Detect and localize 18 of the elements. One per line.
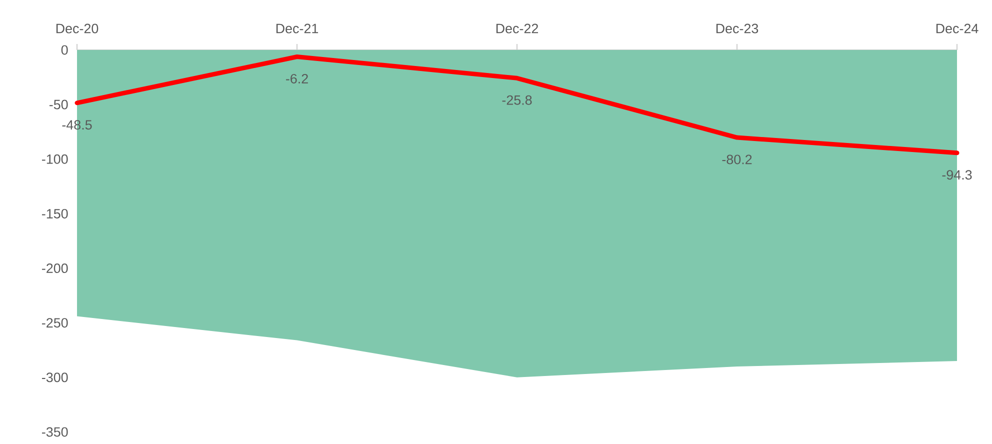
x-tick-label: Dec-24: [936, 24, 978, 34]
x-tick-label: Dec-20: [56, 24, 98, 34]
x-tick-label: Dec-22: [496, 24, 538, 34]
y-tick-label: -100: [42, 154, 68, 164]
data-label: -94.3: [942, 170, 972, 180]
data-label: -6.2: [286, 74, 308, 84]
x-tick-label: Dec-23: [716, 24, 758, 34]
data-label: -25.8: [502, 95, 532, 105]
y-tick-label: -150: [42, 208, 68, 218]
x-tick-label: Dec-21: [276, 24, 318, 34]
y-tick-label: 0: [61, 45, 68, 55]
y-tick-label: -250: [42, 318, 68, 328]
data-label: -48.5: [62, 120, 92, 130]
y-tick-label: -50: [49, 100, 68, 110]
y-tick-label: -350: [42, 427, 68, 437]
y-tick-label: -200: [42, 264, 68, 274]
y-tick-label: -300: [42, 372, 68, 382]
data-label: -80.2: [722, 154, 752, 164]
